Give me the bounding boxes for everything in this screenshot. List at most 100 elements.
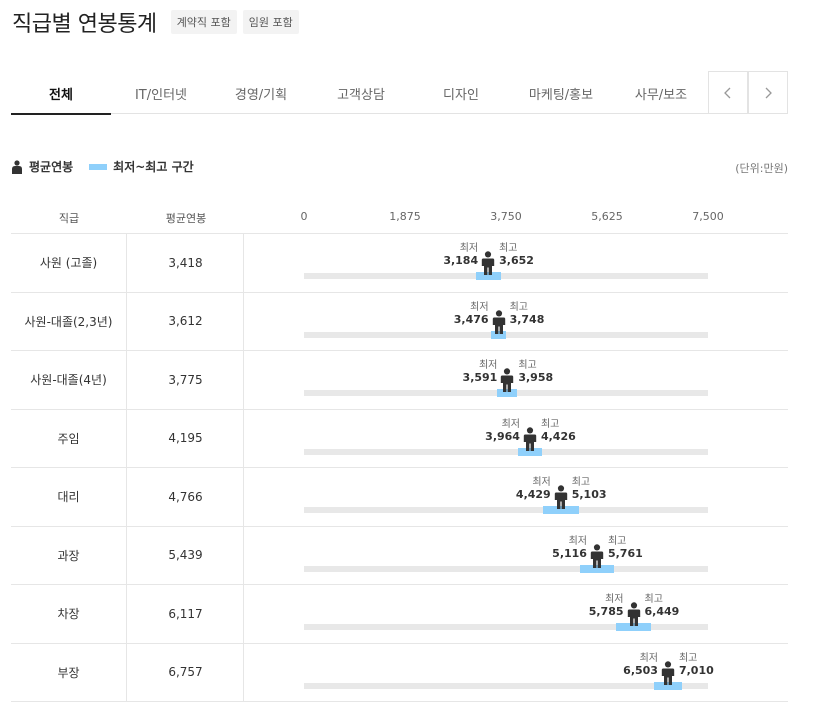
- max-value: 5,761: [607, 546, 643, 560]
- range-chart-cell: 최저 3,476 최고 3,748: [245, 293, 788, 351]
- badge-contract: 계약직 포함: [170, 10, 237, 34]
- max-value: 3,958: [518, 371, 554, 384]
- salary-range-bar: [615, 623, 652, 631]
- legend-range-label: 최저~최고 구간: [113, 160, 194, 174]
- max-value: 5,103: [571, 488, 607, 501]
- min-salary-label: 최저 3,476: [454, 302, 489, 326]
- min-caption: 최저: [532, 477, 551, 488]
- grade-cell: 과장: [11, 526, 127, 584]
- category-tabs: 전체 IT/인터넷 경영/기획 고객상담 디자인 마케팅/홍보 사무/보조: [11, 71, 788, 115]
- grade-cell: 차장: [11, 585, 127, 643]
- max-caption: 최고: [518, 360, 537, 371]
- person-icon: [554, 485, 567, 509]
- chart-legend: 평균연봉 최저~최고 구간: [11, 158, 194, 175]
- person-icon: [12, 159, 22, 174]
- max-value: 4,426: [540, 429, 576, 443]
- salary-range-bar: [475, 272, 501, 280]
- min-caption: 최저: [478, 360, 498, 371]
- table-row: 부장 6,757 최저 6,503 최고 7,010: [11, 643, 788, 702]
- tab-prev-button[interactable]: [708, 71, 748, 114]
- x-tick-label: 5,625: [591, 210, 623, 223]
- max-salary-label: 최고 5,103: [572, 477, 607, 501]
- salary-table: 사원 (고졸) 3,418 최저 3,184 최고 3,652 사원-대졸(2,3년) 3,6…: [11, 234, 788, 702]
- range-chart-cell: 최저 6,503 최고 7,010: [245, 644, 788, 702]
- min-value: 3,591: [462, 371, 498, 384]
- table-row: 사원 (고졸) 3,418 최저 3,184 최고 3,652: [11, 234, 788, 293]
- tab-design[interactable]: 디자인: [443, 87, 479, 103]
- min-value: 6,503: [623, 663, 658, 677]
- max-value: 6,449: [644, 605, 680, 618]
- min-caption: 최저: [470, 301, 489, 313]
- min-caption: 최저: [605, 594, 624, 605]
- avg-salary-marker: [590, 543, 604, 568]
- table-row: 과장 5,439 최저 5,116 최고 5,761: [11, 526, 788, 585]
- max-caption: 최고: [678, 652, 698, 664]
- scale-track: [304, 682, 708, 689]
- min-caption: 최저: [639, 652, 658, 664]
- table-row: 차장 6,117 최저 5,785 최고 6,449: [11, 585, 788, 644]
- chevron-right-icon: [765, 87, 772, 98]
- range-chart-cell: 최저 3,184 최고 3,652: [245, 234, 788, 292]
- page-title: 직급별 연봉통계: [12, 12, 157, 37]
- salary-range-bar: [579, 564, 615, 573]
- tab-management[interactable]: 경영/기획: [234, 87, 288, 103]
- max-caption: 최고: [509, 301, 528, 313]
- person-icon: [481, 251, 495, 275]
- max-caption: 최고: [540, 418, 560, 430]
- min-caption: 최저: [568, 535, 587, 547]
- avg-salary-cell: 3,612: [128, 292, 244, 350]
- avg-salary-marker: [500, 368, 514, 392]
- max-caption: 최고: [607, 535, 627, 547]
- col-header-avg: 평균연봉: [165, 212, 207, 225]
- max-salary-label: 최고 6,449: [645, 594, 680, 618]
- person-icon: [492, 309, 505, 334]
- person-icon: [661, 660, 675, 685]
- min-value: 3,964: [485, 429, 520, 443]
- chevron-left-icon: [724, 87, 731, 98]
- tab-it[interactable]: IT/인터넷: [134, 87, 188, 103]
- max-caption: 최고: [571, 477, 591, 488]
- table-row: 대리 4,766 최저 4,429 최고 5,103: [11, 468, 788, 527]
- avg-salary-cell: 3,418: [128, 234, 244, 292]
- max-salary-label: 최고 3,958: [518, 360, 553, 384]
- grade-cell: 대리: [11, 468, 127, 526]
- avg-salary-cell: 4,195: [128, 409, 244, 467]
- table-row: 주임 4,195 최저 3,964 최고 4,426: [11, 409, 788, 468]
- grade-cell: 주임: [11, 409, 127, 467]
- grade-cell: 부장: [11, 643, 127, 701]
- page-header: 직급별 연봉통계 계약직 포함 임원 포함: [12, 6, 299, 38]
- table-row: 사원-대졸(4년) 3,775 최저 3,591 최고 3,958: [11, 351, 788, 410]
- tab-all[interactable]: 전체: [11, 72, 111, 115]
- min-salary-label: 최저 3,964: [485, 419, 520, 443]
- min-value: 5,785: [588, 605, 624, 618]
- x-tick-label: 7,500: [692, 210, 724, 223]
- scale-track: [304, 273, 708, 279]
- range-chart-cell: 최저 3,964 최고 4,426: [245, 410, 788, 468]
- min-caption: 최저: [459, 243, 479, 254]
- person-icon: [627, 602, 640, 626]
- max-value: 7,010: [678, 663, 714, 677]
- x-tick-label: 1,875: [389, 210, 421, 223]
- avg-salary-marker: [627, 602, 641, 626]
- min-salary-label: 최저 4,429: [516, 477, 551, 501]
- legend-avg-label: 평균연봉: [29, 160, 74, 174]
- tab-next-button[interactable]: [748, 71, 788, 114]
- min-salary-label: 최저 6,503: [623, 653, 658, 677]
- avg-salary-cell: 6,117: [128, 585, 244, 643]
- range-chart-cell: 최저 4,429 최고 5,103: [245, 468, 788, 526]
- range-chart-cell: 최저 5,785 최고 6,449: [245, 585, 788, 643]
- unit-label: (단위:만원): [735, 162, 788, 175]
- tab-marketing[interactable]: 마케팅/홍보: [528, 87, 594, 103]
- tab-office[interactable]: 사무/보조: [634, 87, 688, 103]
- min-value: 5,116: [552, 546, 587, 560]
- min-salary-label: 최저 3,591: [463, 360, 498, 384]
- salary-range-bar: [654, 681, 682, 690]
- table-row: 사원-대졸(2,3년) 3,612 최저 3,476 최고 3,748: [11, 292, 788, 351]
- scale-track: [304, 507, 708, 513]
- max-salary-label: 최고 3,748: [510, 302, 545, 326]
- avg-salary-marker: [661, 660, 675, 685]
- person-icon: [523, 426, 537, 451]
- min-value: 4,429: [515, 488, 551, 501]
- tab-customer-service[interactable]: 고객상담: [337, 87, 385, 103]
- x-tick-label: 3,750: [490, 210, 522, 223]
